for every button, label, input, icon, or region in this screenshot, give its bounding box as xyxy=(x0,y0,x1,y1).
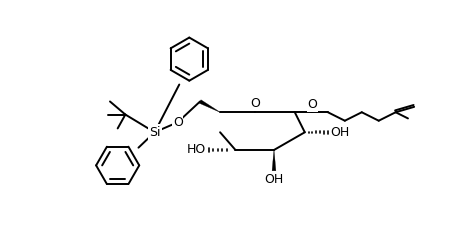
Text: O: O xyxy=(307,98,317,111)
Text: HO: HO xyxy=(187,143,206,156)
Text: O: O xyxy=(250,97,259,110)
Text: OH: OH xyxy=(264,173,283,186)
Polygon shape xyxy=(272,150,276,171)
Text: Si: Si xyxy=(149,126,160,139)
Text: OH: OH xyxy=(330,126,350,139)
Text: O: O xyxy=(173,116,183,129)
Polygon shape xyxy=(199,100,220,112)
